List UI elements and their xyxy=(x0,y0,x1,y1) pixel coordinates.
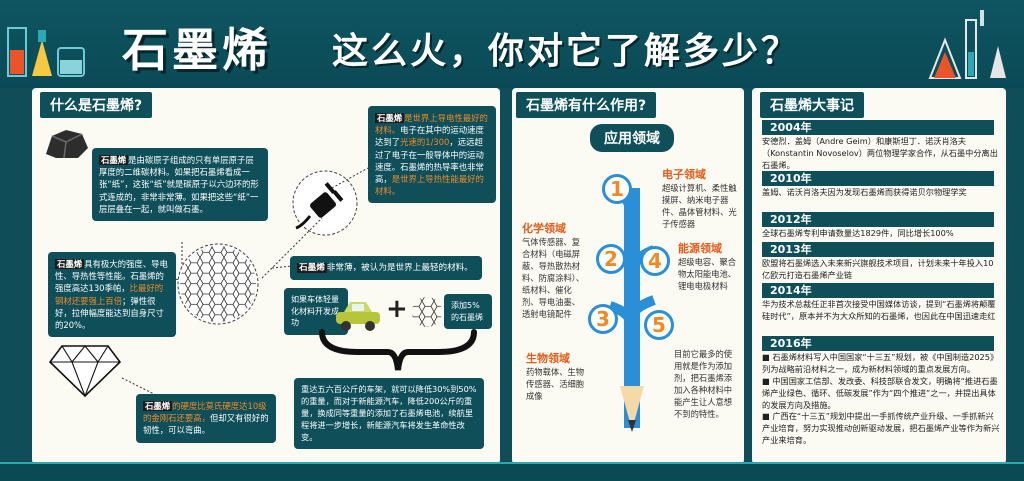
use-number-4: 4 xyxy=(640,246,670,276)
ev-impact-box: 重达五六百公斤的车架，就可以降低30%到50%的重量，而对于新能源汽车，降低20… xyxy=(294,378,484,450)
strength-box: 石墨烯 具有极大的强度、导电性、导热性等性能。石墨烯的强度高达130季帕，比最好的… xyxy=(48,252,176,338)
left-panel: 什么是石墨烯? 石墨烯 是由碳原子组成的只有单层原子层厚度的二维碳材料。如果把石墨… xyxy=(32,88,500,464)
use-number-5: 5 xyxy=(644,310,674,340)
use-number-2: 2 xyxy=(596,244,626,274)
hardness-box: 石墨烯 的硬度比莫氏硬度达10级的金刚石还要高，但却又有很好的韧性，可以弯曲。 xyxy=(136,394,276,443)
year-2013: 2013年 xyxy=(762,242,994,257)
section-title-uses: 石墨烯有什么作用? xyxy=(516,92,657,118)
footer-bar xyxy=(0,464,1024,481)
year-2012: 2012年 xyxy=(762,212,994,227)
poster-subtitle: 这么火，你对它了解多少？ xyxy=(332,31,801,72)
event-2016-item: ■ 中国国家工信部、发改委、科技部联合发文，明确将“推进石墨烯产业绿色、循环、低… xyxy=(762,375,998,410)
event-2016-item: ■ 广西在“十三五”规划中提出一手抓传统产业升级、一手抓新兴产业培育，努力实现推… xyxy=(762,411,1000,446)
application-title: 应用领域 xyxy=(590,124,674,152)
car-lightweight-box: 如果车体轻量化材料开发成功 xyxy=(284,288,348,335)
footer-stripe xyxy=(0,462,1024,465)
section-title-timeline: 石墨烯大事记 xyxy=(760,92,864,118)
car-icon xyxy=(336,302,380,331)
graphite-rock-icon xyxy=(46,130,88,159)
definition-box: 石墨烯 是由碳原子组成的只有单层原子层厚度的二维碳材料。如果把石墨烯看成一张“纸”… xyxy=(92,148,268,221)
mid-panel: 石墨烯有什么作用? 应用领域 1 2 3 4 5 电子领域 超级计算机、柔性触摸… xyxy=(512,88,744,464)
hexagon-lattice-icon xyxy=(177,243,259,325)
brace-icon xyxy=(319,329,477,371)
plug-icon xyxy=(292,170,358,236)
electronics-block: 电子领域 超级计算机、柔性触摸屏、纳米电子器件、晶体管材料、光子传感器 xyxy=(662,168,737,230)
header-banner: 石墨烯 这么火，你对它了解多少？ xyxy=(0,0,1024,88)
use-number-3: 3 xyxy=(588,304,618,334)
year-2004: 2004年 xyxy=(762,120,994,135)
plus-sign: + xyxy=(386,294,408,324)
poster-title: 石墨烯 xyxy=(122,23,272,77)
bio-block: 生物领域 药物载体、生物传感器、活细胞成像 xyxy=(526,352,585,402)
chemistry-block: 化学领域 气体传感器、复合材料（电磁屏蔽、导热散热材料、防腐涂料）、纸材料、催化… xyxy=(522,222,585,320)
graphene-sheet-icon xyxy=(412,297,442,327)
event-2004: 安德烈．盖姆（Andre Geim）和康斯坦丁．诺沃肖洛夫（Konstantin… xyxy=(762,136,998,170)
year-2014: 2014年 xyxy=(762,283,994,298)
additive-box: 添加5%的石墨烯 xyxy=(444,294,492,330)
header-decor-icon xyxy=(7,10,1006,79)
energy-block: 能源领域 超级电容、聚合物太阳能电池、锂电电极材料 xyxy=(678,242,737,292)
event-2016-item: ■ 石墨烯材料写入中国国家“十三五”规划，被《中国制造2025》列为战略前沿材料… xyxy=(762,352,999,374)
conductivity-box: 石墨烯 是世界上导电性最好的材料。电子在其中的运动速度达到了光速的1/300，远远… xyxy=(368,106,496,204)
lightweight-box: 石墨烯 非常薄，被认为是世界上最轻的材料。 xyxy=(290,256,482,281)
section-title-what: 什么是石墨烯? xyxy=(40,92,153,118)
right-panel: 石墨烯大事记 2004年 安德烈．盖姆（Andre Geim）和康斯坦丁．诺沃肖… xyxy=(752,88,1006,464)
event-2013: 欧盟将石墨烯选入未来新兴旗舰技术项目，计划未来十年投入10亿欧元打造石墨烯产业链 xyxy=(762,258,994,280)
event-2014: 华为技术总裁任正非首次接受中国媒体访谈，提到“石墨烯将颠覆硅时代”，原本并不为大… xyxy=(762,299,996,321)
year-2010: 2010年 xyxy=(762,171,994,186)
event-2010: 盖姆、诺沃肖洛夫因为发现石墨烯而获得诺贝尔物理学奖 xyxy=(762,187,967,197)
event-2012: 全球石墨烯专利申请数量达1829件，同比增长100% xyxy=(762,228,954,238)
diamond-icon xyxy=(48,345,122,398)
use-number-1: 1 xyxy=(602,174,632,204)
timeline: 2004年 安德烈．盖姆（Andre Geim）和康斯坦丁．诺沃肖洛夫（Kons… xyxy=(762,120,1000,447)
year-2016: 2016年 xyxy=(762,336,994,351)
additive-note: 目前它最多的使用就是作为添加剂，把石墨烯添加入各种材料中能产生让人意想不到的特性… xyxy=(674,349,733,420)
